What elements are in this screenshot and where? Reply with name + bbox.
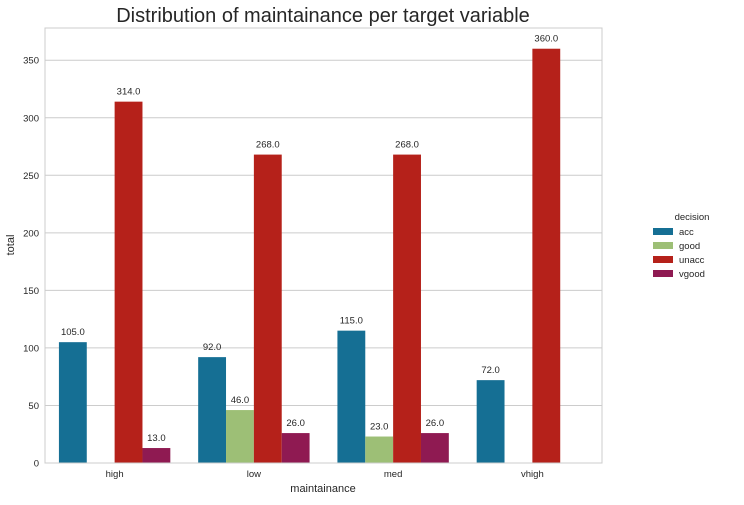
y-axis-label: total (5, 235, 17, 256)
y-tick-label: 300 (23, 113, 39, 124)
data-label: 26.0 (286, 418, 305, 429)
chart-title: Distribution of maintainance per target … (116, 5, 530, 27)
data-label: 268.0 (256, 140, 280, 151)
legend-label: vgood (679, 269, 705, 280)
legend-swatch-unacc (653, 256, 673, 263)
y-tick-label: 0 (34, 459, 39, 470)
legend-swatch-good (653, 242, 673, 249)
y-tick-label: 100 (23, 343, 39, 354)
bar-acc-high (58, 342, 87, 463)
data-label: 268.0 (395, 140, 419, 151)
x-tick-label: vhigh (521, 469, 544, 480)
legend-swatch-acc (653, 228, 673, 235)
data-label: 72.0 (481, 365, 500, 376)
legend-title: decision (675, 212, 710, 223)
y-tick-label: 250 (23, 171, 39, 182)
bar-vgood-med (420, 433, 449, 463)
bar-acc-med (337, 330, 366, 463)
x-tick-label: med (384, 469, 402, 480)
bar-unacc-low (253, 154, 282, 464)
data-label: 26.0 (426, 418, 445, 429)
data-label: 314.0 (117, 87, 141, 98)
data-label: 92.0 (203, 342, 222, 353)
data-labels: 105.0 314.0 13.0 92.0 46.0 268.0 26.0 115.0 23.0… (61, 34, 558, 444)
x-tick-labels: high low med vhigh (106, 469, 544, 480)
bar-vgood-low (281, 433, 310, 463)
data-label: 105.0 (61, 327, 85, 338)
y-tick-label: 50 (28, 401, 39, 412)
bar-unacc-vhigh (532, 48, 561, 463)
x-tick-label: low (247, 469, 261, 480)
plot-frame (44, 27, 603, 464)
legend: decision acc good unacc vgood (653, 212, 709, 280)
bar-unacc-med (393, 154, 421, 464)
bar-acc-low (198, 357, 227, 463)
y-tick-label: 150 (23, 286, 39, 297)
data-label: 46.0 (231, 395, 250, 406)
legend-items: acc good unacc vgood (653, 227, 705, 280)
x-axis-label: maintainance (290, 483, 355, 495)
bar-vgood-high (142, 448, 171, 463)
y-tick-labels: 0 50 100 150 200 250 300 350 (23, 56, 39, 470)
bar-acc-vhigh (476, 380, 505, 463)
y-tick-label: 200 (23, 228, 39, 239)
data-label: 23.0 (370, 422, 389, 433)
bar-unacc-high (114, 101, 143, 464)
bar-good-med (365, 436, 394, 463)
data-label: 13.0 (147, 433, 166, 444)
bars (58, 48, 561, 464)
legend-label: unacc (679, 255, 705, 266)
y-tick-label: 350 (23, 56, 39, 67)
data-label: 115.0 (340, 316, 363, 327)
x-tick-label: high (106, 469, 124, 480)
bar-good-low (226, 410, 254, 463)
legend-label: good (679, 241, 700, 252)
legend-swatch-vgood (653, 270, 673, 277)
data-label: 360.0 (534, 34, 558, 45)
legend-label: acc (679, 227, 694, 238)
